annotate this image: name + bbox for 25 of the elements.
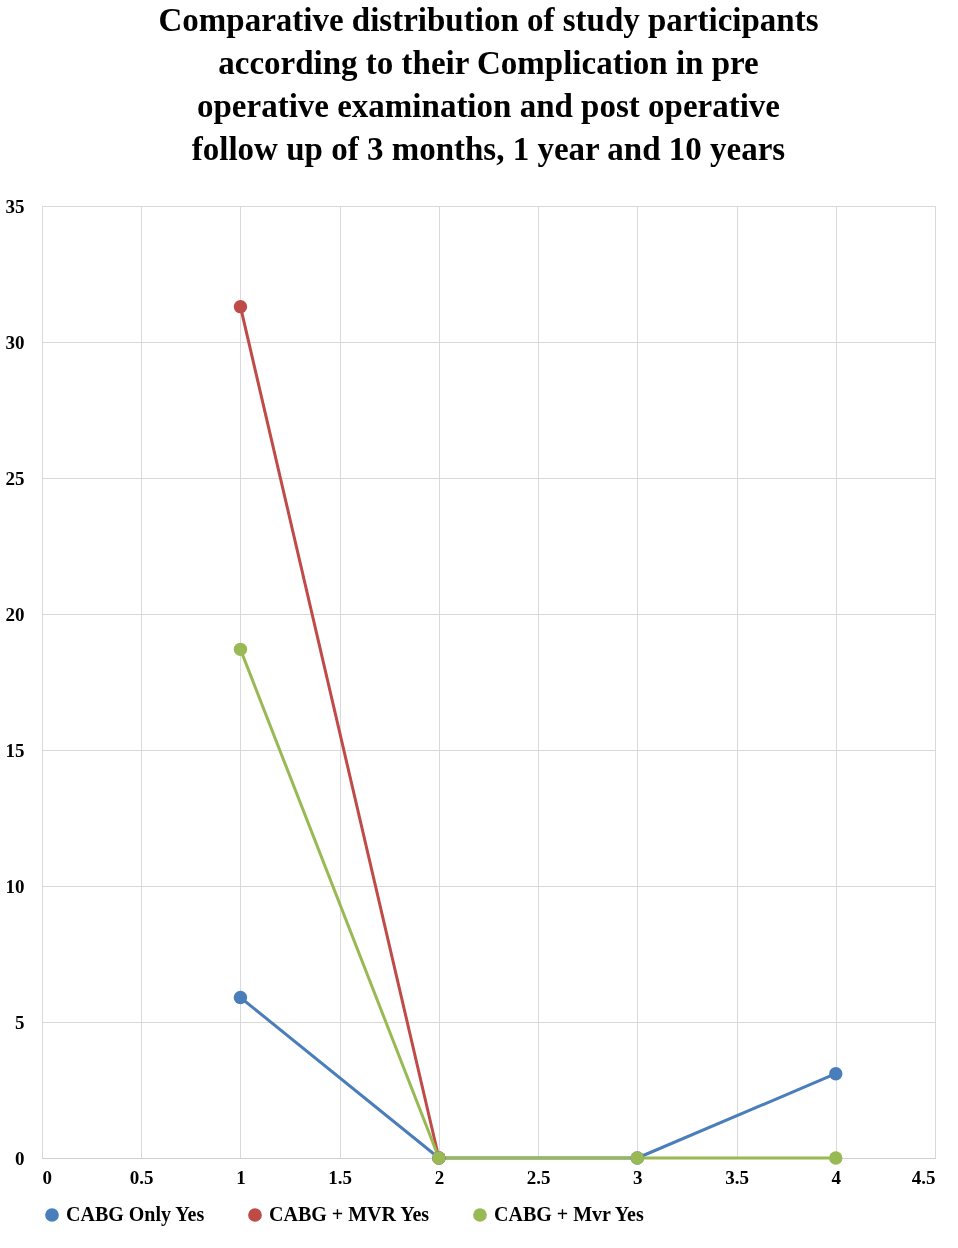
x-tick-label: 3.5 [725,1166,749,1188]
x-tick-label: 4 [831,1166,842,1188]
y-tick-label: 20 [5,603,25,625]
x-tick-label: 3 [633,1166,643,1188]
y-tick-label: 5 [15,1011,25,1033]
text: operative examination and post operative [197,88,780,124]
x-tick-label: 1 [236,1166,246,1188]
y-tick-label: 0 [15,1147,25,1169]
x-tick-label: 0.5 [129,1166,154,1188]
y-tick-label: 25 [5,467,25,489]
y-tick-label: 10 [5,875,25,897]
x-tick-label: 0 [42,1166,52,1188]
x-tick-label: 2.5 [526,1166,551,1188]
text: follow up of 3 months, 1 year and 10 years [191,131,786,167]
x-tick-label: 4.5 [911,1166,936,1188]
legend-label: CABG Only Yes [66,1203,205,1226]
text: according to their Complication in pre [218,45,759,81]
x-tick-label: 1.5 [328,1166,353,1188]
legend-label: CABG + Mvr Yes [494,1203,644,1225]
y-tick-label: 15 [5,739,25,761]
legend-label: CABG + MVR Yes [269,1203,430,1225]
y-tick-label: 30 [5,331,25,353]
text: Comparative distribution of study participants [158,2,819,38]
y-tick-label: 35 [5,195,25,217]
x-tick-label: 2 [434,1166,445,1188]
